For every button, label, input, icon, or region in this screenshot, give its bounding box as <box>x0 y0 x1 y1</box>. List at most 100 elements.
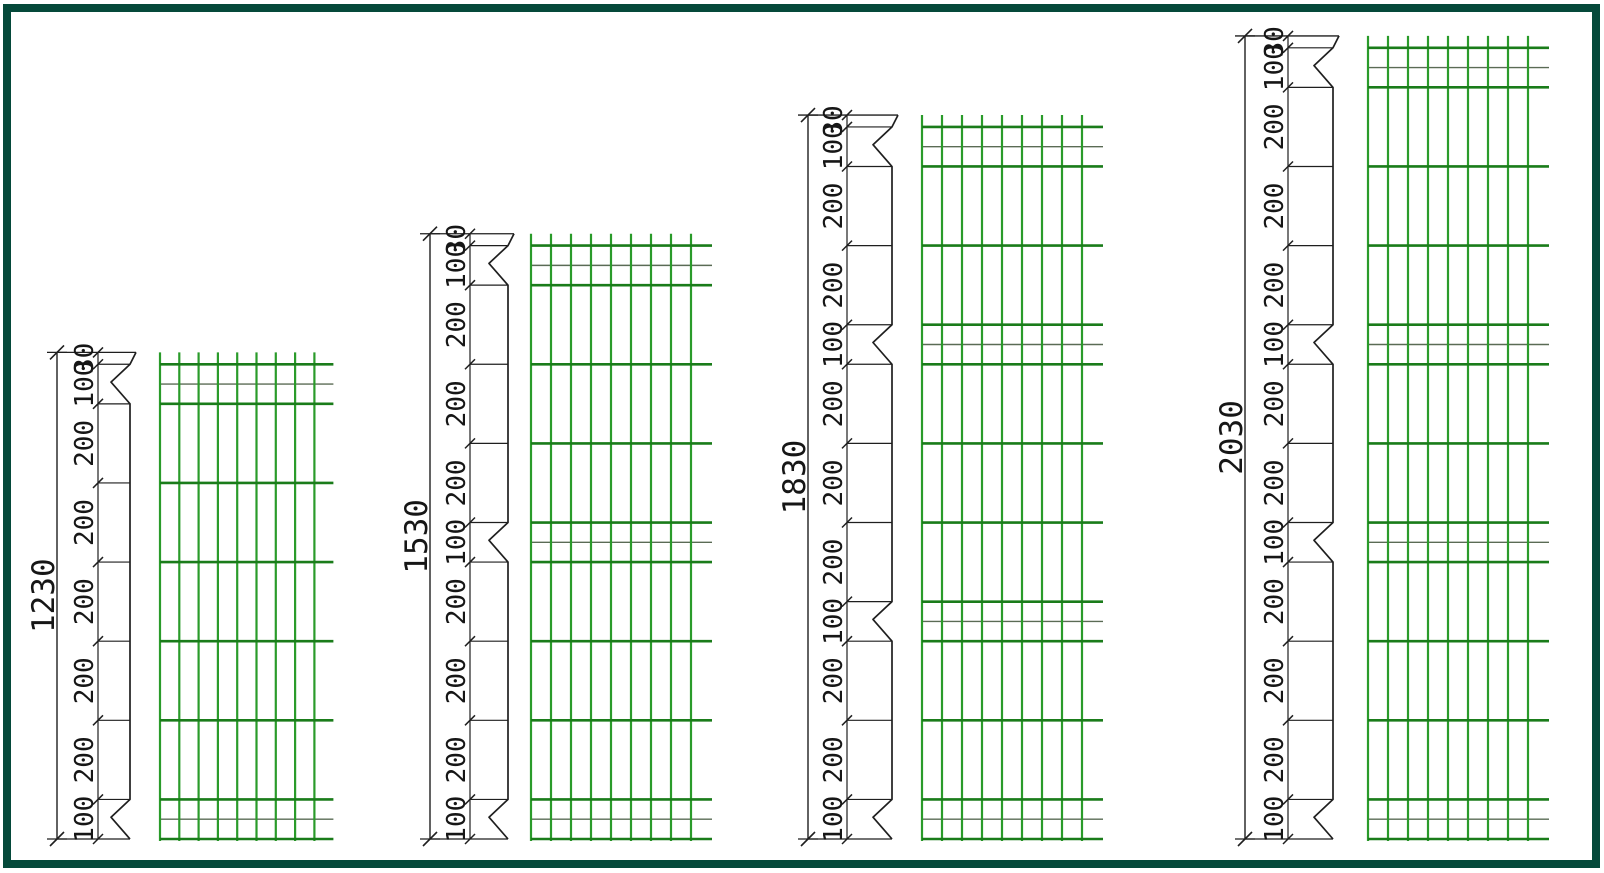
segment-length-label: 200 <box>442 459 472 506</box>
segment-length-label: 200 <box>442 380 472 427</box>
segment-length-label: 100 <box>819 123 849 170</box>
chain-slash-tick <box>1282 793 1294 805</box>
chain-slash-tick <box>841 109 853 121</box>
overall-dimension-line: 1830 <box>777 107 818 847</box>
chain-slash-tick <box>464 793 476 805</box>
segment-length-label: 100 <box>1260 796 1290 843</box>
segment-length-label: 30 <box>442 224 472 255</box>
chain-slash-tick <box>92 398 104 410</box>
chain-slash-tick <box>92 714 104 726</box>
overall-dimension-line: 2030 <box>1214 28 1255 847</box>
chain-slash-tick <box>1282 714 1294 726</box>
chain-slash-tick <box>841 240 853 252</box>
chain-slash-tick <box>1282 556 1294 568</box>
overall-dimension-line: 1230 <box>26 344 67 847</box>
panel-bend-profile-line <box>1313 35 1340 840</box>
segment-length-label: 200 <box>70 736 100 783</box>
segment-length-label: 200 <box>1260 578 1290 625</box>
mesh-panel <box>158 352 334 841</box>
chain-slash-tick <box>841 516 853 529</box>
chain-slash-tick <box>464 833 476 845</box>
chain-slash-tick <box>1282 42 1294 54</box>
segment-length-label: 30 <box>1260 26 1290 57</box>
chain-slash-tick <box>841 319 853 331</box>
chain-slash-tick <box>841 833 853 845</box>
segment-length-label: 200 <box>819 539 849 586</box>
segment-length-label: 200 <box>1260 183 1290 230</box>
segment-length-label: 200 <box>442 657 472 704</box>
chain-slash-tick <box>92 346 104 358</box>
segment-length-label: 200 <box>819 380 849 427</box>
chain-slash-tick <box>464 714 476 726</box>
panel-bend-profile-line <box>872 114 899 840</box>
segment-length-label: 200 <box>1260 736 1290 783</box>
chain-slash-tick <box>841 596 853 608</box>
segment-length-label: 100 <box>70 361 100 408</box>
chain-slash-tick <box>1282 516 1294 529</box>
segment-length-label: 100 <box>442 242 472 289</box>
chain-slash-tick <box>92 793 104 805</box>
segment-length-label: 100 <box>819 796 849 843</box>
chain-slash-tick <box>464 228 476 240</box>
chain-slash-tick <box>464 635 476 647</box>
segment-length-label: 100 <box>1260 44 1290 91</box>
chain-slash-tick <box>92 833 104 845</box>
chain-slash-tick <box>464 437 476 449</box>
segment-length-label: 200 <box>1260 380 1290 427</box>
chain-slash-tick <box>1282 240 1294 252</box>
segment-length-label: 200 <box>819 183 849 230</box>
chain-slash-tick <box>841 793 853 805</box>
chain-slash-tick <box>841 714 853 726</box>
segment-length-label: 100 <box>819 321 849 368</box>
segment-length-label: 200 <box>819 657 849 704</box>
segment-length-label: 100 <box>442 796 472 843</box>
segment-length-label: 200 <box>70 499 100 546</box>
chain-slash-tick <box>1282 358 1294 370</box>
chain-slash-tick <box>841 635 853 647</box>
segment-length-label: 200 <box>819 459 849 506</box>
chain-slash-tick <box>92 556 104 568</box>
segment-length-label: 200 <box>70 657 100 704</box>
chain-slash-tick <box>1282 81 1294 93</box>
chain-slash-tick <box>92 358 104 370</box>
chain-slash-tick <box>1282 635 1294 647</box>
chain-slash-tick <box>1282 833 1294 845</box>
chain-slash-tick <box>1282 437 1294 449</box>
chain-slash-tick <box>1282 319 1294 331</box>
segment-length-label: 200 <box>442 578 472 625</box>
chain-slash-tick <box>464 240 476 252</box>
overall-dimension-line: 1530 <box>399 226 440 847</box>
chain-slash-tick <box>1282 30 1294 42</box>
chain-slash-tick <box>841 121 853 133</box>
mesh-panel <box>1366 35 1549 841</box>
segment-length-label: 200 <box>819 736 849 783</box>
segment-length-label: 200 <box>1260 459 1290 506</box>
segment-length-label: 100 <box>70 796 100 843</box>
total-height-label: 1830 <box>777 440 813 515</box>
segment-length-label: 200 <box>819 262 849 309</box>
segment-length-label: 200 <box>442 736 472 783</box>
mesh-panel <box>529 233 712 841</box>
segment-length-label: 200 <box>70 420 100 467</box>
segment-length-label: 100 <box>819 598 849 645</box>
segment-length-label: 200 <box>1260 103 1290 150</box>
segment-length-label: 200 <box>442 301 472 348</box>
segment-length-label: 100 <box>1260 519 1290 566</box>
chain-slash-tick <box>841 437 853 449</box>
panel-2030: 2030301002002002001002002001002002002001… <box>1214 26 1549 847</box>
segment-length-label: 30 <box>819 105 849 136</box>
chain-slash-tick <box>464 516 476 529</box>
chain-slash-tick <box>464 358 476 370</box>
segment-length-label: 200 <box>1260 262 1290 309</box>
chain-slash-tick <box>841 358 853 370</box>
segment-length-label: 100 <box>1260 321 1290 368</box>
mesh-panel <box>920 115 1103 841</box>
